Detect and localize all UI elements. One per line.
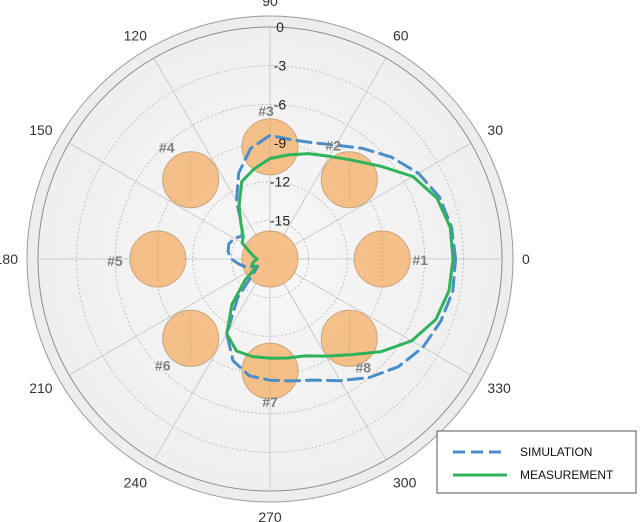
element-label: #3	[258, 103, 274, 119]
angle-gridline	[153, 57, 271, 260]
radial-tick-label: -9	[274, 135, 287, 151]
angle-tick-label: 300	[393, 474, 417, 490]
radial-tick-label: 0	[276, 19, 284, 35]
legend-box	[436, 430, 637, 494]
element-label: #8	[356, 359, 372, 375]
angle-tick-label: 330	[487, 380, 511, 396]
angle-tick-label: 150	[29, 122, 53, 138]
angle-gridline	[153, 258, 271, 461]
axis-labels: 0 30 60 90 120 150 180 210 240 270 300 330 0 -3 -6 -9 -1…	[0, 0, 530, 522]
angle-tick-label: 270	[258, 509, 282, 522]
angle-gridline	[269, 258, 387, 461]
series-line-measurement	[225, 152, 455, 360]
angle-gridline	[68, 142, 271, 260]
element-label: #7	[262, 394, 278, 410]
radial-tick-label: -12	[270, 174, 290, 190]
angle-tick-label: 60	[393, 28, 409, 44]
angle-gridline	[269, 258, 472, 376]
radial-tick-label: -3	[274, 58, 287, 74]
legend-label: SIMULATION	[520, 445, 592, 459]
data-series	[225, 133, 458, 383]
series-line-simulation	[225, 133, 458, 383]
legend: SIMULATION MEASUREMENT	[436, 430, 637, 494]
angle-gridline	[269, 57, 387, 260]
element-label: #1	[412, 252, 428, 268]
legend-label: MEASUREMENT	[520, 468, 614, 482]
element-label: #2	[326, 138, 342, 154]
element-label: #6	[155, 357, 171, 373]
angle-tick-label: 240	[124, 474, 148, 490]
angle-gridline	[269, 142, 472, 260]
angle-tick-label: 180	[0, 251, 18, 267]
angle-tick-label: 30	[487, 122, 503, 138]
element-label: #5	[107, 253, 123, 269]
element-label: #4	[159, 140, 175, 156]
angle-tick-label: 90	[262, 0, 278, 9]
angle-tick-label: 210	[29, 380, 53, 396]
angle-gridline	[68, 258, 271, 376]
center-element	[241, 230, 299, 288]
radial-tick-label: -6	[274, 96, 287, 112]
angle-tick-label: 0	[522, 251, 530, 267]
angle-tick-label: 120	[124, 28, 148, 44]
radial-tick-label: -15	[270, 212, 290, 228]
